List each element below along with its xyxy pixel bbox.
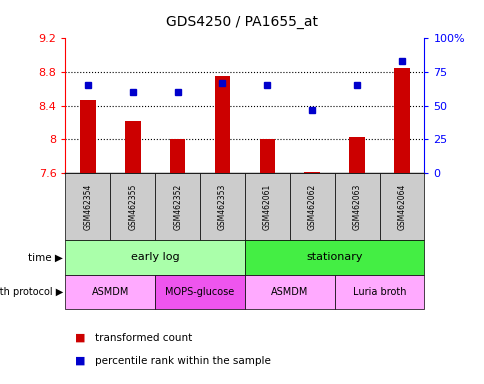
Bar xyxy=(125,121,140,173)
Text: MOPS-glucose: MOPS-glucose xyxy=(165,287,234,297)
Text: GSM462062: GSM462062 xyxy=(307,183,316,230)
Text: ■: ■ xyxy=(75,333,86,343)
Bar xyxy=(259,139,274,173)
Text: GSM462064: GSM462064 xyxy=(396,183,406,230)
Text: time ▶: time ▶ xyxy=(28,252,63,262)
Text: GSM462063: GSM462063 xyxy=(352,183,361,230)
Bar xyxy=(169,139,185,173)
Text: early log: early log xyxy=(131,252,179,262)
Bar xyxy=(393,68,409,173)
Bar xyxy=(348,137,364,173)
Bar xyxy=(304,172,319,173)
Text: ■: ■ xyxy=(75,356,86,366)
Bar xyxy=(214,76,230,173)
Text: Luria broth: Luria broth xyxy=(352,287,406,297)
Text: GSM462061: GSM462061 xyxy=(262,183,272,230)
Text: stationary: stationary xyxy=(306,252,362,262)
Text: GSM462353: GSM462353 xyxy=(217,183,227,230)
Text: GDS4250 / PA1655_at: GDS4250 / PA1655_at xyxy=(166,15,318,29)
Text: ASMDM: ASMDM xyxy=(91,287,129,297)
Text: GSM462352: GSM462352 xyxy=(173,183,182,230)
Text: GSM462354: GSM462354 xyxy=(83,183,92,230)
Text: transformed count: transformed count xyxy=(94,333,192,343)
Text: growth protocol ▶: growth protocol ▶ xyxy=(0,287,63,297)
Text: GSM462355: GSM462355 xyxy=(128,183,137,230)
Bar xyxy=(80,100,95,173)
Text: percentile rank within the sample: percentile rank within the sample xyxy=(94,356,270,366)
Text: ASMDM: ASMDM xyxy=(271,287,308,297)
